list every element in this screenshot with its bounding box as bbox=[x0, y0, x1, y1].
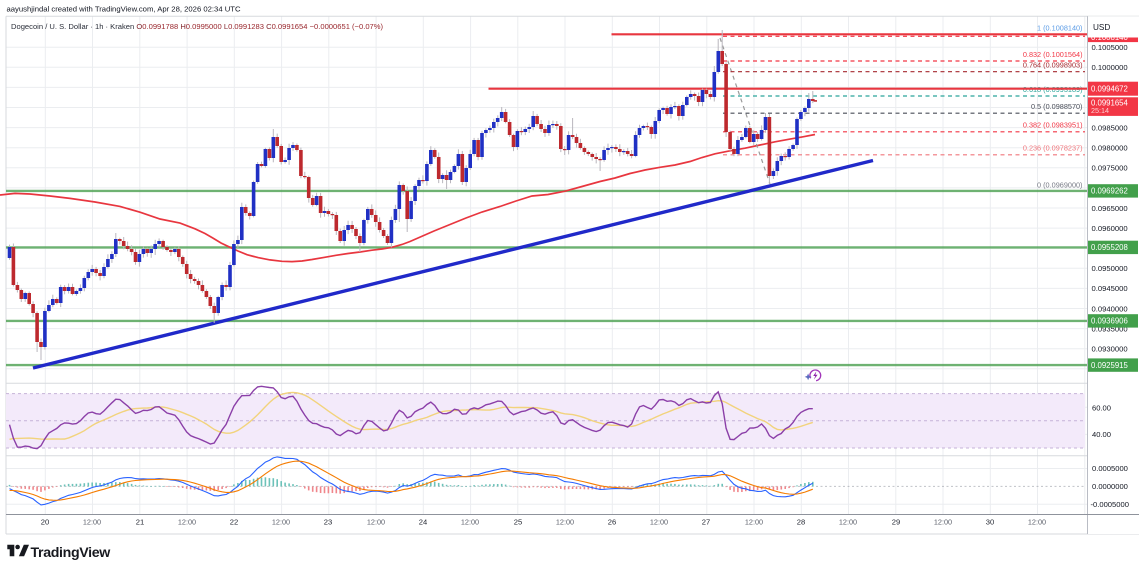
svg-text:0.0005000: 0.0005000 bbox=[1092, 464, 1128, 473]
svg-text:0.382 (0.0983951): 0.382 (0.0983951) bbox=[1023, 121, 1083, 130]
svg-text:27: 27 bbox=[702, 517, 710, 526]
svg-text:0.5 (0.0988570): 0.5 (0.0988570) bbox=[1031, 102, 1083, 111]
svg-text:24: 24 bbox=[419, 517, 427, 526]
svg-text:0.0936906: 0.0936906 bbox=[1091, 317, 1128, 326]
svg-text:12:00: 12:00 bbox=[556, 517, 574, 526]
svg-text:0 (0.0969000): 0 (0.0969000) bbox=[1037, 181, 1082, 190]
svg-text:0.0945000: 0.0945000 bbox=[1092, 284, 1128, 293]
svg-text:0.0955208: 0.0955208 bbox=[1091, 243, 1128, 252]
svg-text:USD: USD bbox=[1093, 23, 1110, 32]
svg-text:28: 28 bbox=[797, 517, 805, 526]
svg-text:0.1005000: 0.1005000 bbox=[1092, 43, 1128, 52]
svg-text:0.236 (0.0978237): 0.236 (0.0978237) bbox=[1023, 144, 1083, 153]
svg-text:12:00: 12:00 bbox=[83, 517, 101, 526]
svg-text:12:00: 12:00 bbox=[461, 517, 479, 526]
svg-text:0.0975000: 0.0975000 bbox=[1092, 164, 1128, 173]
svg-text:0.0960000: 0.0960000 bbox=[1092, 224, 1128, 233]
svg-text:0.0000000: 0.0000000 bbox=[1092, 482, 1128, 491]
svg-text:aayushjindal created with Trad: aayushjindal created with TradingView.co… bbox=[7, 4, 241, 13]
svg-text:12:00: 12:00 bbox=[1028, 517, 1046, 526]
svg-text:40.00: 40.00 bbox=[1092, 430, 1111, 439]
svg-text:0.0969262: 0.0969262 bbox=[1091, 187, 1128, 196]
svg-text:26: 26 bbox=[608, 517, 616, 526]
svg-text:0.0925915: 0.0925915 bbox=[1091, 361, 1129, 370]
svg-text:12:00: 12:00 bbox=[650, 517, 668, 526]
svg-text:0.0994672: 0.0994672 bbox=[1091, 85, 1128, 94]
svg-text:0.0950000: 0.0950000 bbox=[1092, 264, 1128, 273]
svg-text:12:00: 12:00 bbox=[839, 517, 857, 526]
svg-text:0.764 (0.0998903): 0.764 (0.0998903) bbox=[1023, 61, 1083, 70]
svg-text:0.0935000: 0.0935000 bbox=[1092, 324, 1128, 333]
svg-text:21: 21 bbox=[136, 517, 144, 526]
svg-text:30: 30 bbox=[986, 517, 994, 526]
svg-text:12:00: 12:00 bbox=[367, 517, 385, 526]
svg-text:25:14: 25:14 bbox=[1091, 106, 1109, 115]
svg-text:0.0980000: 0.0980000 bbox=[1092, 144, 1128, 153]
svg-text:0.0985000: 0.0985000 bbox=[1092, 123, 1128, 132]
svg-text:1 (0.1008140): 1 (0.1008140) bbox=[1037, 23, 1082, 32]
svg-text:0.0965000: 0.0965000 bbox=[1092, 204, 1128, 213]
svg-text:29: 29 bbox=[892, 517, 900, 526]
svg-text:23: 23 bbox=[324, 517, 332, 526]
svg-text:-0.0005000: -0.0005000 bbox=[1091, 500, 1129, 509]
svg-text:0.1000000: 0.1000000 bbox=[1092, 63, 1128, 72]
svg-text:25: 25 bbox=[514, 517, 522, 526]
svg-text:Dogecoin / U. S. Dollar · 1h ·: Dogecoin / U. S. Dollar · 1h · Kraken O0… bbox=[11, 22, 384, 31]
svg-text:22: 22 bbox=[230, 517, 238, 526]
svg-text:20: 20 bbox=[41, 517, 49, 526]
svg-text:12:00: 12:00 bbox=[934, 517, 952, 526]
svg-text:0.832 (0.1001564): 0.832 (0.1001564) bbox=[1023, 50, 1083, 59]
svg-text:60.00: 60.00 bbox=[1092, 404, 1111, 413]
svg-text:12:00: 12:00 bbox=[178, 517, 196, 526]
svg-text:0.0940000: 0.0940000 bbox=[1092, 304, 1128, 313]
svg-text:0.0991654: 0.0991654 bbox=[1091, 99, 1129, 108]
svg-text:0.0930000: 0.0930000 bbox=[1092, 345, 1128, 354]
svg-text:12:00: 12:00 bbox=[272, 517, 290, 526]
svg-text:12:00: 12:00 bbox=[745, 517, 763, 526]
svg-text:TradingView: TradingView bbox=[31, 545, 112, 561]
